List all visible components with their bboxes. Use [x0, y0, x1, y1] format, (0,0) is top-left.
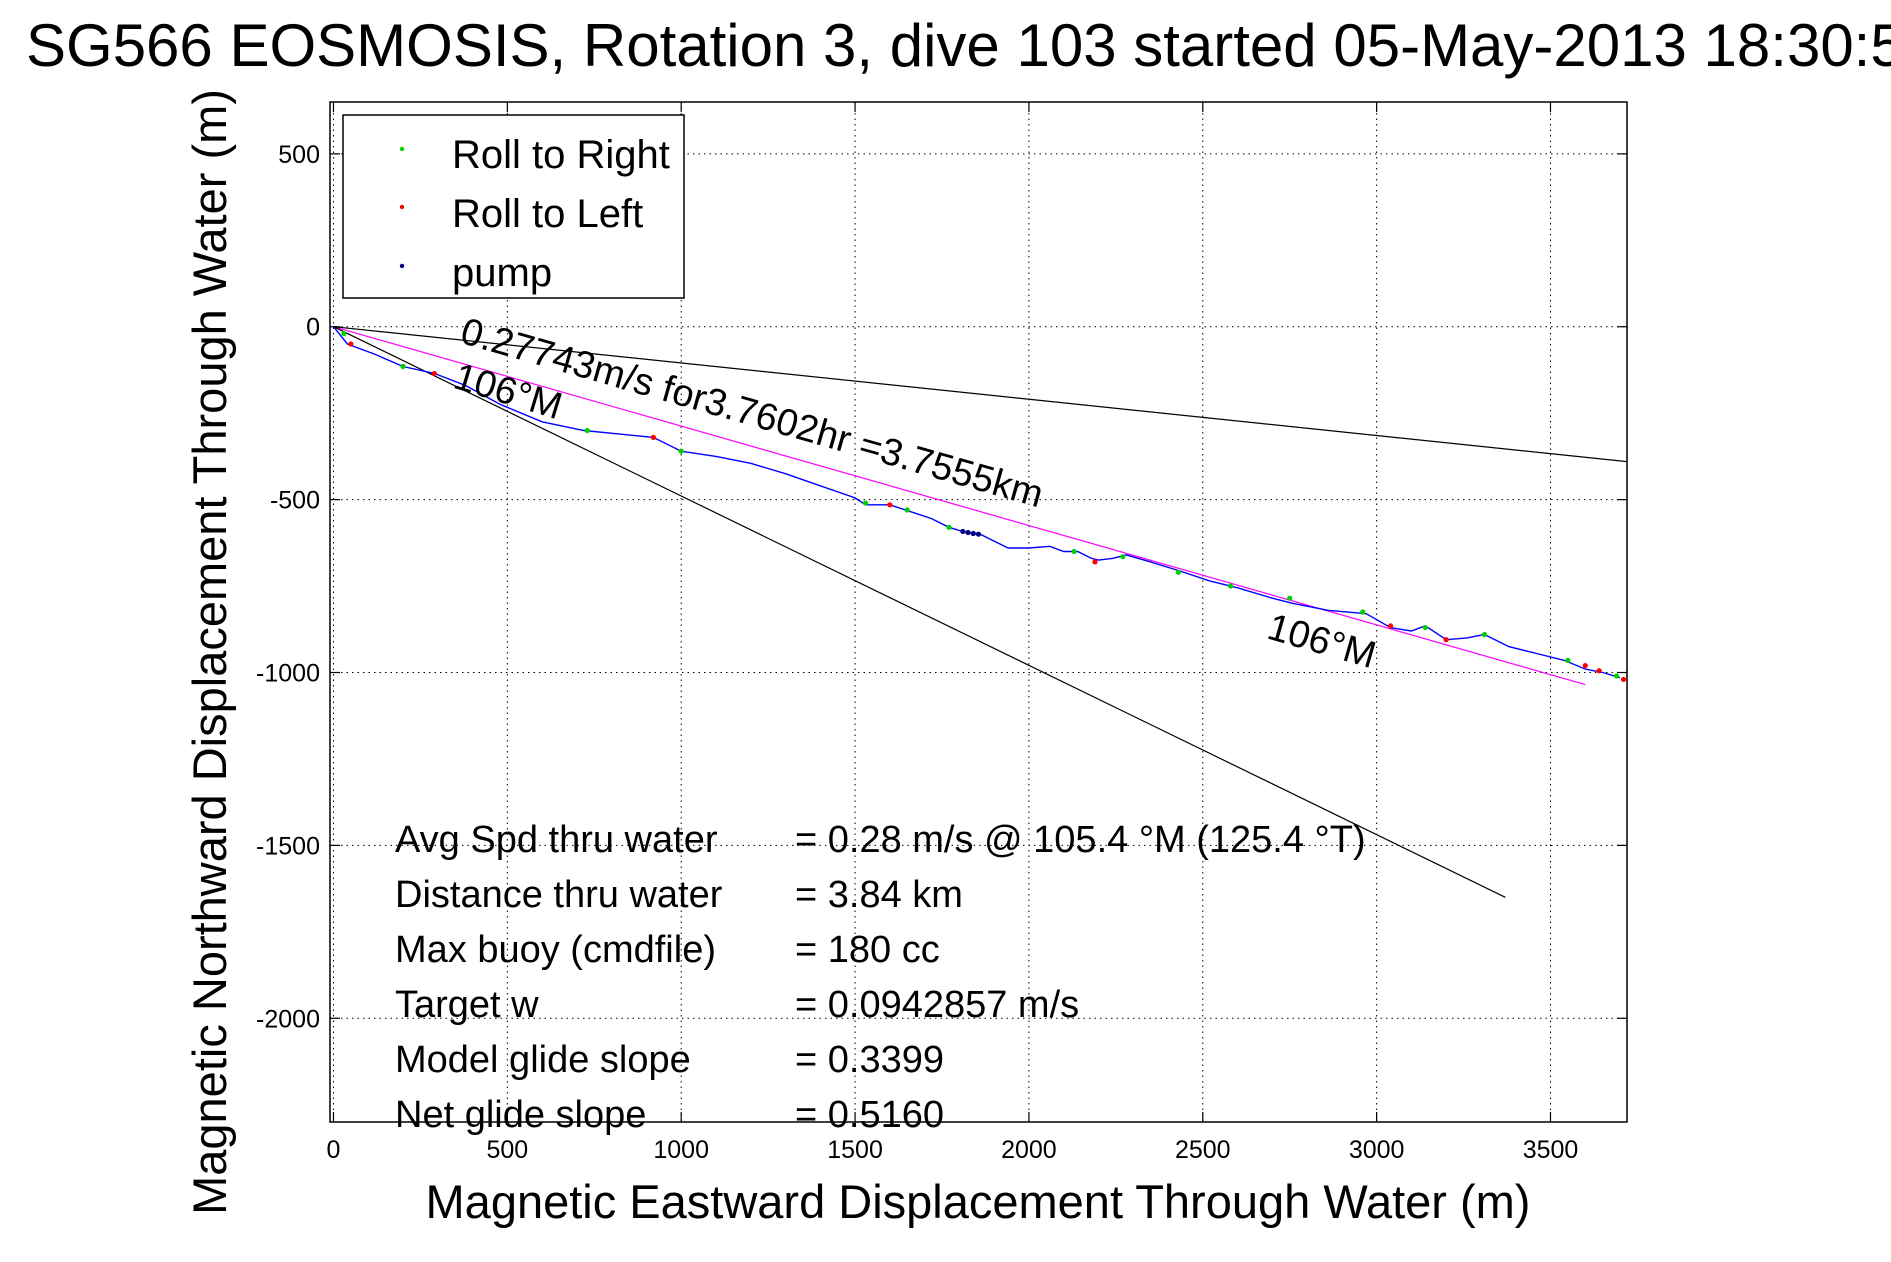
roll-left-point: [431, 370, 437, 377]
net-fit-line: [333, 326, 1586, 686]
y-tick-label: -1000: [256, 660, 320, 688]
roll-right-point: [904, 507, 910, 513]
stat-value: = 180 cc: [795, 929, 940, 971]
x-tick-label: 1000: [653, 1136, 709, 1164]
y-tick-label: -1500: [256, 832, 320, 860]
roll-right-point: [1360, 609, 1366, 615]
stat-label: Target w: [395, 984, 539, 1026]
pump-point: [965, 529, 971, 536]
axis-ticks: 0 500 1000 1500 2000 2500 3000 3500 500 0 -500 -100…: [256, 102, 1627, 1164]
legend-box: [342, 114, 685, 299]
roll-left-point: [1582, 662, 1588, 669]
stat-label: Model glide slope: [395, 1039, 691, 1081]
roll-right-point: [678, 448, 684, 454]
roll-right-point: [1422, 624, 1428, 631]
x-tick-label: 1500: [827, 1136, 883, 1164]
legend-marker-roll-right: [399, 146, 405, 152]
stat-label: Distance thru water: [395, 874, 723, 916]
y-tick-label: 0: [306, 314, 320, 342]
roll-left-point: [650, 434, 656, 440]
stat-value: = 3.84 km: [795, 874, 963, 916]
roll-left-point: [1387, 623, 1394, 629]
roll-right-point: [341, 331, 347, 337]
roll-right-point: [1565, 657, 1571, 664]
roll-right-point: [400, 363, 406, 370]
data-points: [341, 331, 1627, 683]
stat-value: = 0.3399: [795, 1039, 944, 1081]
legend: Roll to Right Roll to Left pump: [342, 114, 685, 299]
x-tick-label: 0: [327, 1136, 341, 1164]
chart-title: SG566 EOSMOSIS, Rotation 3, dive 103 sta…: [26, 12, 1891, 79]
stat-label: Net glide slope: [395, 1094, 646, 1136]
roll-left-point: [1596, 668, 1602, 674]
roll-right-point: [584, 427, 590, 434]
roll-right-point: [1481, 631, 1488, 638]
legend-label-roll-left: Roll to Left: [452, 192, 643, 236]
y-tick-label: -500: [270, 487, 320, 515]
legend-label-roll-right: Roll to Right: [452, 133, 670, 177]
stat-label: Avg Spd thru water: [395, 819, 718, 861]
roll-right-point: [1287, 595, 1293, 601]
y-axis-label: Magnetic Northward Displacement Through …: [183, 89, 236, 1215]
roll-right-point: [1120, 554, 1126, 560]
roll-left-point: [348, 341, 354, 347]
pump-point: [970, 530, 976, 537]
roll-left-point: [1092, 559, 1098, 565]
heading-reference-line: [333, 326, 1506, 898]
roll-right-point: [1227, 583, 1234, 589]
pump-point: [960, 528, 966, 535]
stat-value: = 0.28 m/s @ 105.4 °M (125.4 °T): [795, 819, 1366, 861]
heading-reference-line: [333, 326, 1628, 463]
roll-right-point: [1071, 548, 1077, 555]
x-tick-label: 500: [486, 1136, 528, 1164]
roll-right-point: [1613, 673, 1620, 679]
stat-value: = 0.0942857 m/s: [795, 984, 1079, 1026]
x-tick-label: 3500: [1523, 1136, 1579, 1164]
plot-frame: [329, 101, 1628, 1123]
x-axis-label: Magnetic Eastward Displacement Through W…: [426, 1175, 1531, 1228]
roll-left-point: [1443, 637, 1449, 643]
x-tick-label: 2000: [1001, 1136, 1057, 1164]
pump-point: [975, 531, 982, 537]
track-lines: [332, 326, 1621, 679]
glider-track-line: [332, 326, 1621, 679]
y-tick-label: -2000: [256, 1005, 320, 1033]
stat-value: = 0.5160: [795, 1094, 944, 1136]
roll-right-point: [946, 524, 952, 530]
x-tick-label: 2500: [1175, 1136, 1231, 1164]
roll-right-point: [862, 500, 869, 506]
reference-lines: [333, 326, 1628, 898]
legend-label-pump: pump: [452, 251, 552, 295]
stats-block: Avg Spd thru water = 0.28 m/s @ 105.4 °M…: [395, 819, 1366, 1136]
x-tick-label: 3000: [1349, 1136, 1405, 1164]
stat-label: Max buoy (cmdfile): [395, 929, 716, 971]
roll-left-point: [1620, 676, 1627, 683]
roll-left-point: [887, 502, 893, 508]
y-tick-label: 500: [278, 141, 320, 169]
legend-marker-roll-left: [399, 204, 405, 210]
legend-marker-pump: [399, 263, 405, 269]
roll-right-point: [1175, 569, 1182, 575]
